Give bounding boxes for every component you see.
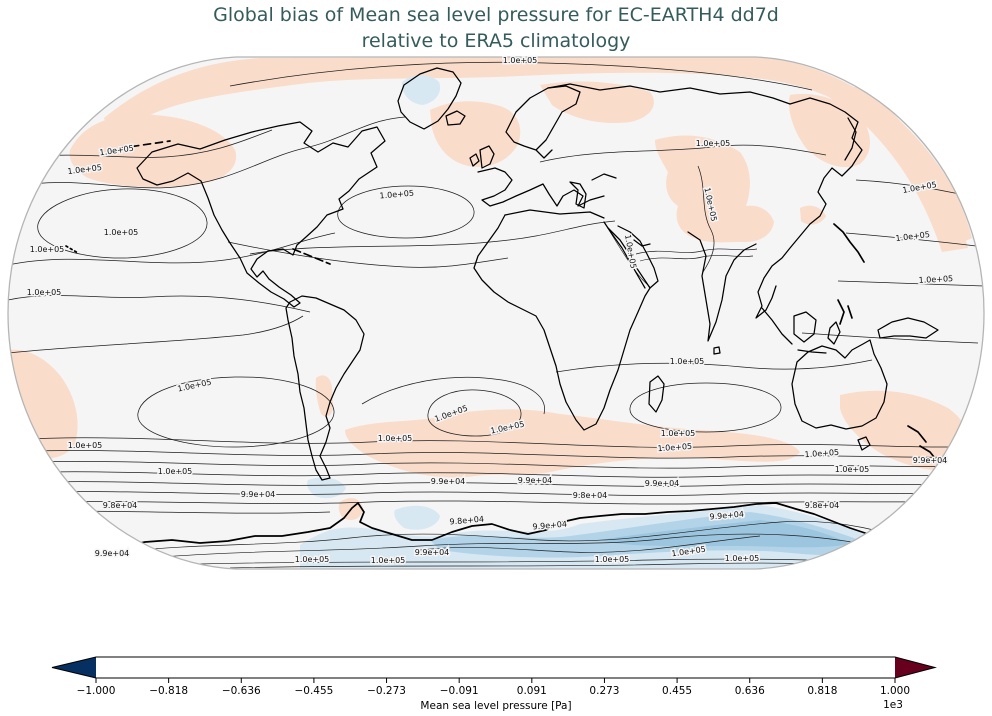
contour-value-label: 1.0e+05 — [657, 442, 692, 453]
contour-value-label: 1.0e+05 — [670, 357, 705, 366]
contour-value-label: 9.9e+04 — [95, 549, 130, 558]
contour-value-label: 1.0e+05 — [595, 555, 630, 564]
coast-kamchatka — [844, 117, 857, 161]
map — [8, 57, 984, 569]
bias-tasman-nz — [840, 390, 972, 471]
projection-boundary — [7, 56, 985, 570]
bias-arctic-band — [104, 57, 972, 246]
colorbar-tick-label: 0.273 — [589, 685, 619, 697]
colorbar-tick-label: 0.818 — [807, 685, 837, 697]
bias-bering-alaska — [69, 114, 237, 188]
contour-value-label: 1.0e+05 — [804, 448, 839, 459]
colorbar-under-arrow — [52, 657, 96, 678]
coast-aleutians — [107, 140, 171, 151]
bias-south-of-cape-horn — [307, 477, 346, 499]
coast-antarctica — [61, 502, 917, 557]
bias-antarctica-strong — [600, 520, 850, 548]
bias-ross-sea-light — [394, 505, 440, 530]
bias-central-asia — [655, 135, 774, 243]
colorbar-tick-label: 1.000 — [880, 685, 910, 697]
colorbar-tick-label: −0.636 — [222, 685, 261, 697]
contour-value-label: 1.0e+05 — [371, 556, 406, 565]
contour-value-label: 9.8e+04 — [805, 501, 840, 510]
contour-value-label: 1.0e+05 — [696, 139, 731, 148]
colorbar-label: Mean sea level pressure [Pa] — [420, 700, 571, 712]
bias-greenland — [401, 75, 441, 105]
contour-value-label: 1.0e+05 — [67, 163, 102, 176]
coast-madagascar — [648, 375, 665, 413]
contour-value-label: 1.0e+05 — [27, 288, 62, 297]
bias-scandinavia-barents — [540, 81, 654, 124]
colorbar-outline — [51, 656, 937, 679]
coast-new-guinea — [877, 317, 939, 339]
coast-iceland — [445, 110, 466, 126]
coast-india — [687, 231, 757, 342]
coast-russia-asia — [547, 83, 863, 319]
colorbar: −1.000 −0.818 −0.636 −0.455 −0.273 −0.091 0.09… — [51, 656, 937, 697]
bias-ne-china — [800, 205, 826, 225]
coast-australia — [791, 339, 888, 430]
colorbar-tick-label: −1.000 — [77, 685, 116, 697]
contour-value-label: 1.0e+05 — [378, 434, 413, 443]
colorbar-offset-multiplier: 1e3 — [883, 699, 903, 711]
colorbar-tick-label: 0.636 — [735, 685, 765, 697]
coast-north-africa-med — [504, 209, 605, 219]
contour-value-label: 9.9e+04 — [241, 490, 276, 499]
bias-norwegian-sea — [430, 101, 521, 167]
coast-new-zealand — [907, 425, 939, 463]
coastlines — [61, 67, 939, 557]
contour-value-label: 1.0e+05 — [661, 429, 696, 438]
colorbar-over-arrow — [895, 657, 935, 678]
coast-philippines — [837, 299, 853, 325]
coast-hawaii — [65, 245, 79, 254]
contour-value-label: 1.0e+05 — [835, 465, 870, 474]
contour-value-label: 1.0e+05 — [503, 56, 538, 65]
isobar-contours — [8, 61, 984, 569]
contour-value-label: 9.9e+04 — [415, 548, 450, 557]
colorbar-tick-label: −0.091 — [440, 685, 479, 697]
coast-british-isles — [469, 145, 495, 169]
coast-scandinavia — [505, 85, 581, 159]
coast-africa — [473, 214, 651, 431]
coast-arabia — [607, 225, 659, 289]
contour-value-label: 1.0e+05 — [30, 245, 65, 254]
contour-value-label: 9.8e+04 — [573, 491, 608, 500]
contour-value-label: 9.9e+04 — [431, 477, 466, 486]
coast-black-caspian-seas — [569, 173, 617, 209]
coast-japan — [833, 223, 865, 263]
coast-greenland — [397, 67, 462, 130]
figure-title-line2: relative to ERA5 climatology — [361, 30, 631, 52]
contour-value-label: 1.0e+05 — [104, 228, 139, 237]
figure-title: Global bias of Mean sea level pressure f… — [0, 2, 992, 54]
figure-title-line1: Global bias of Mean sea level pressure f… — [213, 4, 779, 26]
bias-ne-boundary — [820, 86, 968, 252]
coast-north-america — [136, 121, 386, 308]
positive-bias-regions — [8, 57, 972, 561]
contour-value-label: 1.0e+05 — [918, 274, 953, 285]
colorbar-tick-label: −0.273 — [367, 685, 406, 697]
colorbar-tick-label: 0.091 — [517, 685, 547, 697]
colorbar-tick-label: 0.455 — [662, 685, 692, 697]
contour-value-label: 1.0e+05 — [158, 467, 193, 476]
contour-value-label: 9.9e+04 — [913, 456, 948, 465]
negative-bias-regions — [300, 75, 924, 569]
coast-south-america — [285, 295, 365, 481]
contour-value-label: 1.0e+05 — [68, 441, 103, 450]
bias-southern-midlat-band — [345, 409, 800, 478]
contour-value-label: 9.9e+04 — [645, 479, 680, 488]
coast-caribbean-islands — [292, 248, 331, 265]
coast-europe — [477, 167, 605, 207]
colorbar-tick-label: −0.818 — [149, 685, 188, 697]
colorbar-tick-label: −0.455 — [294, 685, 333, 697]
coast-sri-lanka — [713, 346, 721, 355]
bias-bottom-left — [55, 526, 101, 557]
contour-value-label: 9.9e+04 — [518, 476, 553, 485]
contour-value-label: 1.0e+05 — [725, 554, 760, 563]
contour-value-label: 1.0e+05 — [295, 555, 330, 564]
coast-tasmania — [857, 436, 871, 451]
contour-value-label: 9.8e+04 — [103, 501, 138, 510]
coast-indonesia — [761, 307, 841, 354]
